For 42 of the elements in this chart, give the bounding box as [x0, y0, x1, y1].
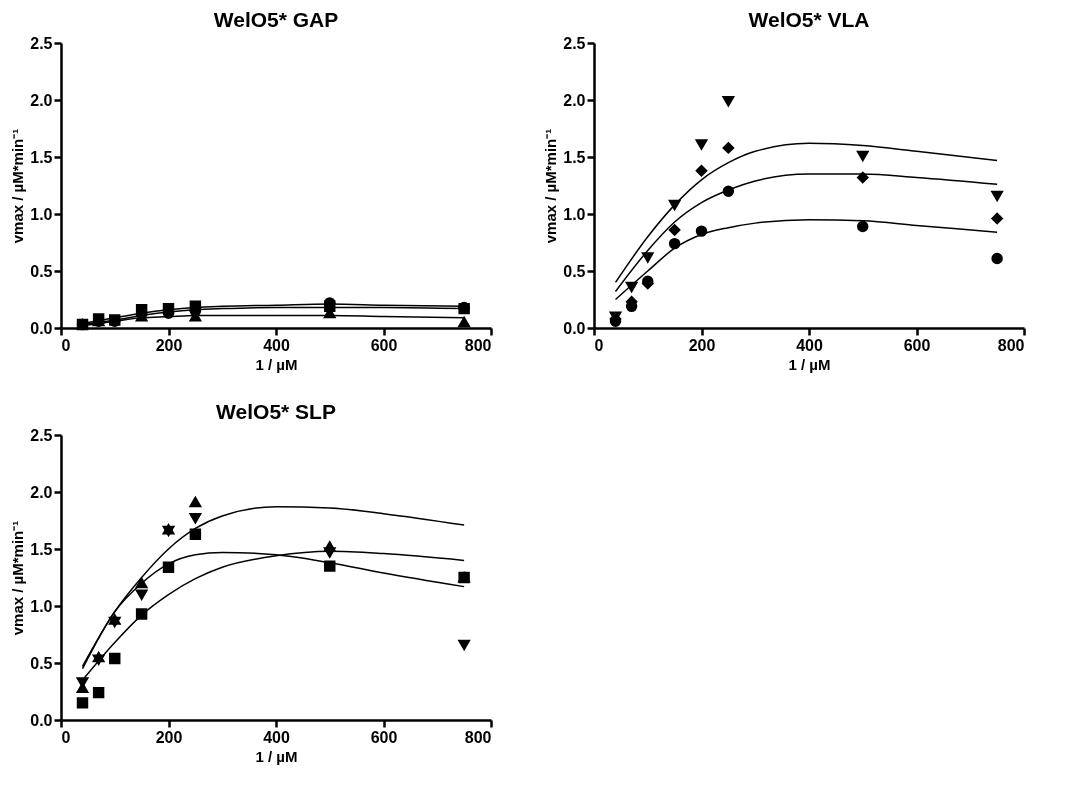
y-tick-label: 1.0 [30, 205, 53, 223]
x-tick-label: 0 [61, 336, 71, 354]
x-tick-label: 600 [370, 336, 398, 354]
y-tick-label: 1.0 [563, 205, 586, 223]
x-axis-title: 1 / µM [255, 355, 298, 373]
x-tick-label: 600 [903, 336, 931, 354]
y-tick-label: 1.0 [30, 597, 53, 615]
x-tick-label: 0 [594, 336, 604, 354]
x-tick-label: 800 [464, 728, 492, 746]
x-axis-title: 1 / µM [788, 355, 831, 373]
x-tick-label: 600 [370, 728, 398, 746]
y-tick-label: 1.5 [30, 148, 53, 166]
y-tick-label: 2.0 [30, 91, 53, 109]
y-tick-label: 0.0 [30, 319, 53, 337]
x-axis-title: 1 / µM [255, 747, 298, 765]
x-tick-label: 400 [263, 728, 290, 746]
y-tick-label: 2.5 [563, 34, 586, 52]
y-tick-label: 2.5 [30, 34, 53, 52]
y-tick-label: 0.0 [563, 319, 586, 337]
y-tick-label: 2.5 [30, 426, 53, 444]
x-tick-label: 200 [688, 336, 716, 354]
y-tick-label: 0.5 [563, 262, 586, 280]
y-axis-title: vmax / µM*min⁻¹ [9, 128, 27, 244]
x-tick-label: 200 [155, 336, 183, 354]
y-tick-label: 0.5 [30, 262, 53, 280]
chart-title: WelO5* GAP [213, 8, 339, 31]
y-tick-label: 2.0 [30, 483, 53, 501]
y-tick-label: 1.5 [563, 148, 586, 166]
y-axis-title: vmax / µM*min⁻¹ [9, 520, 27, 636]
y-tick-label: 1.5 [30, 540, 53, 558]
x-tick-label: 400 [796, 336, 823, 354]
chart-title: WelO5* SLP [216, 400, 336, 423]
x-tick-label: 0 [61, 728, 71, 746]
x-tick-label: 400 [263, 336, 290, 354]
y-tick-label: 2.0 [563, 91, 586, 109]
x-tick-label: 800 [997, 336, 1025, 354]
chart-title: WelO5* VLA [748, 8, 870, 31]
x-tick-label: 800 [464, 336, 492, 354]
y-tick-label: 0.5 [30, 654, 53, 672]
y-tick-label: 0.0 [30, 711, 53, 729]
y-axis-title: vmax / µM*min⁻¹ [542, 128, 560, 244]
x-tick-label: 200 [155, 728, 183, 746]
